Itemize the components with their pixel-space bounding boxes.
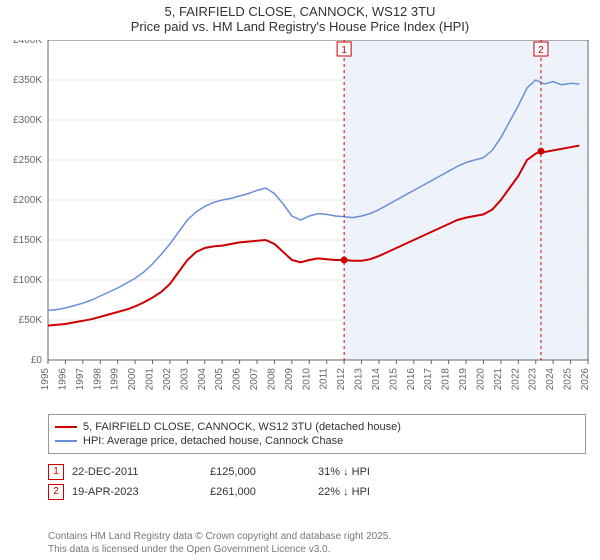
footer-line1: Contains HM Land Registry data © Crown c… [48, 530, 391, 543]
svg-text:2000: 2000 [127, 368, 138, 391]
sale-date: 19-APR-2023 [72, 486, 202, 498]
footer-attribution: Contains HM Land Registry data © Crown c… [48, 530, 391, 556]
svg-text:£250K: £250K [13, 155, 42, 166]
legend-swatch [55, 426, 77, 428]
svg-text:£400K: £400K [13, 40, 42, 46]
line-chart: £0 £50K £100K £150K £200K £250K £300K £350K £400… [0, 40, 600, 410]
svg-text:2: 2 [538, 45, 544, 56]
svg-text:2026: 2026 [580, 368, 591, 391]
svg-text:2014: 2014 [371, 368, 382, 391]
legend: 5, FAIRFIELD CLOSE, CANNOCK, WS12 3TU (d… [48, 414, 586, 454]
svg-text:2010: 2010 [301, 368, 312, 391]
title-subtitle: Price paid vs. HM Land Registry's House … [0, 19, 600, 34]
svg-text:2023: 2023 [528, 368, 539, 391]
svg-text:1996: 1996 [57, 368, 68, 391]
svg-text:2020: 2020 [475, 368, 486, 391]
legend-swatch [55, 440, 77, 442]
svg-text:2013: 2013 [354, 368, 365, 391]
sale-price: £125,000 [210, 466, 310, 478]
svg-text:2022: 2022 [510, 368, 521, 391]
svg-text:1997: 1997 [75, 368, 86, 391]
svg-text:2016: 2016 [406, 368, 417, 391]
sales-table: 1 22-DEC-2011 £125,000 31% ↓ HPI 2 19-APR-202… [48, 460, 586, 504]
svg-text:2006: 2006 [232, 368, 243, 391]
svg-text:2003: 2003 [179, 368, 190, 391]
legend-label: 5, FAIRFIELD CLOSE, CANNOCK, WS12 3TU (d… [83, 421, 401, 433]
chart-title: 5, FAIRFIELD CLOSE, CANNOCK, WS12 3TU Pr… [0, 0, 600, 34]
footer-line2: This data is licensed under the Open Gov… [48, 543, 391, 556]
svg-text:£50K: £50K [19, 315, 43, 326]
svg-text:2024: 2024 [545, 368, 556, 391]
svg-text:2004: 2004 [197, 368, 208, 391]
title-address: 5, FAIRFIELD CLOSE, CANNOCK, WS12 3TU [0, 4, 600, 19]
svg-text:1999: 1999 [110, 368, 121, 391]
sale-row: 1 22-DEC-2011 £125,000 31% ↓ HPI [48, 464, 586, 480]
sale-delta-vs-hpi: 22% ↓ HPI [318, 486, 370, 498]
chart-area: £0 £50K £100K £150K £200K £250K £300K £350K £400… [0, 40, 600, 410]
svg-text:1998: 1998 [92, 368, 103, 391]
sale-date: 22-DEC-2011 [72, 466, 202, 478]
svg-text:2005: 2005 [214, 368, 225, 391]
svg-text:£200K: £200K [13, 195, 42, 206]
svg-text:£0: £0 [31, 355, 43, 366]
sale-price: £261,000 [210, 486, 310, 498]
svg-text:1995: 1995 [40, 368, 51, 391]
sale-delta-vs-hpi: 31% ↓ HPI [318, 466, 370, 478]
svg-text:2009: 2009 [284, 368, 295, 391]
svg-text:2019: 2019 [458, 368, 469, 391]
svg-text:2017: 2017 [423, 368, 434, 391]
sale-row: 2 19-APR-2023 £261,000 22% ↓ HPI [48, 484, 586, 500]
svg-text:2002: 2002 [162, 368, 173, 391]
svg-text:2018: 2018 [441, 368, 452, 391]
legend-label: HPI: Average price, detached house, Cann… [83, 435, 343, 447]
svg-text:£150K: £150K [13, 235, 42, 246]
sale-marker: 2 [48, 484, 64, 500]
svg-text:£350K: £350K [13, 75, 42, 86]
svg-text:2007: 2007 [249, 368, 260, 391]
svg-text:2012: 2012 [336, 368, 347, 391]
svg-text:2008: 2008 [266, 368, 277, 391]
svg-text:2021: 2021 [493, 368, 504, 391]
svg-text:£300K: £300K [13, 115, 42, 126]
svg-text:1: 1 [341, 45, 347, 56]
svg-text:2015: 2015 [388, 368, 399, 391]
sale-marker: 1 [48, 464, 64, 480]
svg-text:2011: 2011 [319, 368, 330, 390]
legend-item: 5, FAIRFIELD CLOSE, CANNOCK, WS12 3TU (d… [55, 421, 579, 433]
legend-item: HPI: Average price, detached house, Cann… [55, 435, 579, 447]
svg-text:2025: 2025 [563, 368, 574, 391]
svg-text:2001: 2001 [145, 368, 156, 391]
svg-text:£100K: £100K [13, 275, 42, 286]
